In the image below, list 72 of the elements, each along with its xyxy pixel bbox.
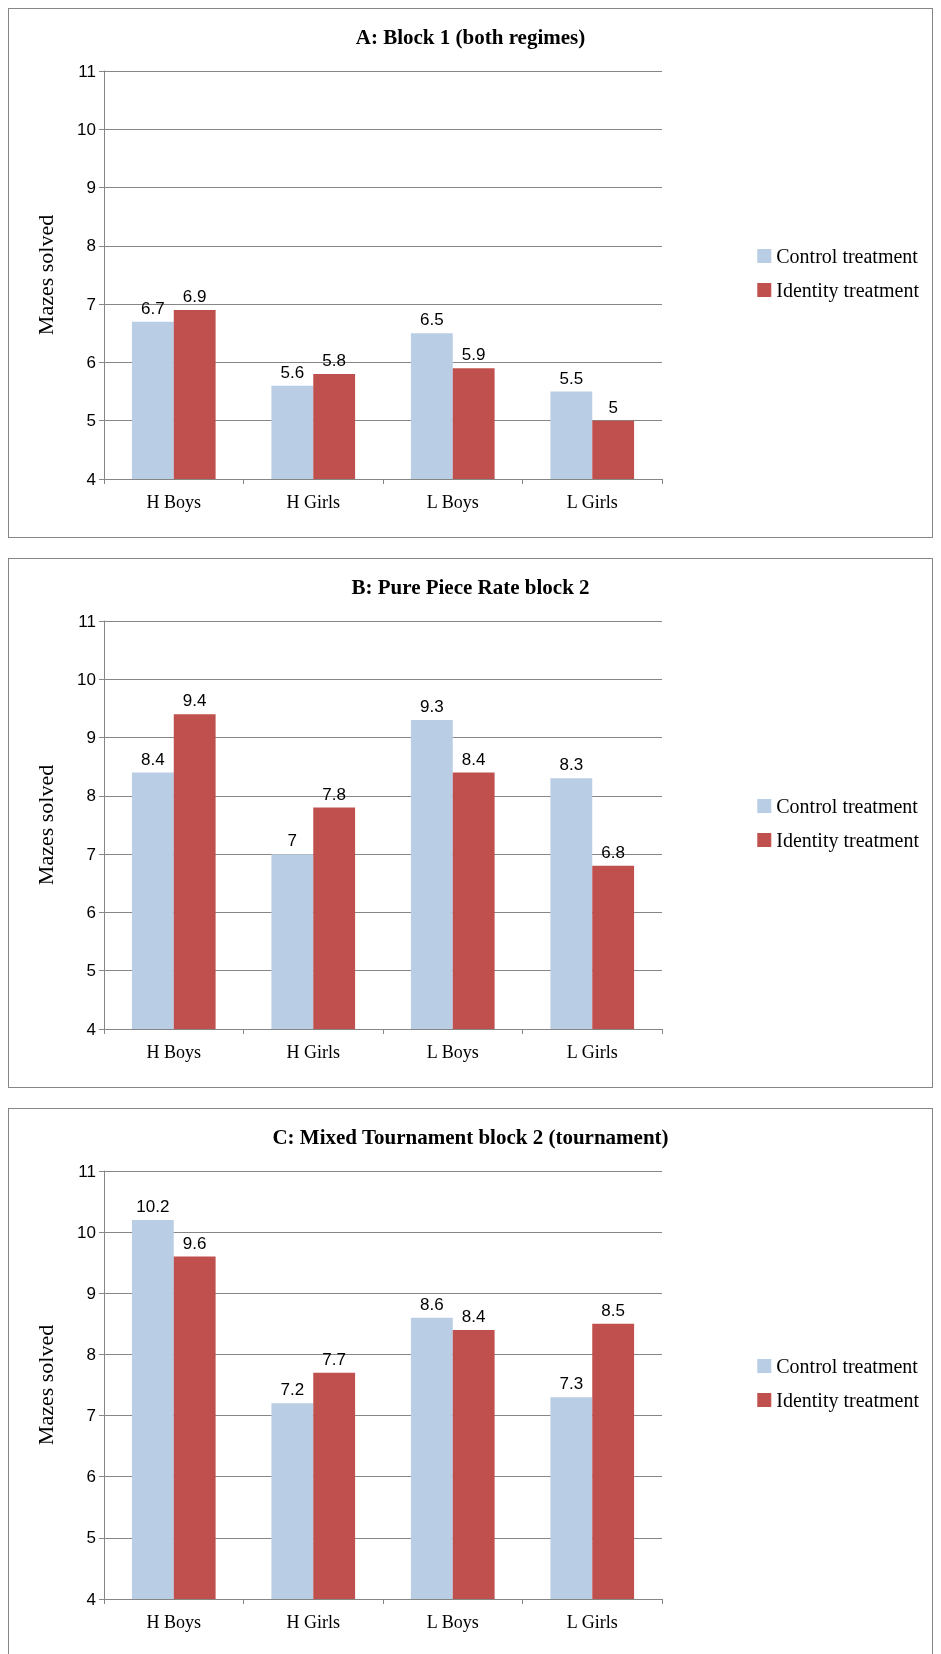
x-tick-label: H Boys — [146, 492, 202, 512]
data-label: 5.6 — [280, 362, 305, 382]
y-tick-label: 5 — [86, 1528, 96, 1548]
y-tick-label: 8 — [86, 786, 96, 806]
data-label: 7.2 — [280, 1380, 305, 1400]
data-label: 8.6 — [420, 1294, 444, 1314]
x-tick-label: L Boys — [426, 1042, 479, 1062]
x-tick-label: H Girls — [286, 492, 340, 512]
y-tick-label: 4 — [86, 469, 96, 489]
y-tick-label: 7 — [86, 294, 96, 314]
y-tick-label: 6 — [86, 352, 96, 372]
legend-label: Control treatment — [776, 795, 919, 817]
x-tick-label: H Boys — [146, 1612, 202, 1632]
chart-title: A: Block 1 (both regimes) — [355, 24, 586, 49]
data-label: 9.3 — [420, 697, 444, 717]
y-tick-label: 10 — [77, 119, 96, 139]
y-tick-label: 7 — [86, 1406, 96, 1426]
data-label: 8.5 — [601, 1300, 625, 1320]
data-label: 6.5 — [420, 310, 444, 330]
y-axis-title: Mazes solved — [32, 214, 58, 336]
y-tick-label: 7 — [86, 844, 96, 864]
y-tick-label: 11 — [78, 1161, 96, 1181]
data-label: 7 — [287, 831, 298, 851]
data-label: 6.7 — [141, 298, 165, 318]
data-label: 6.8 — [601, 842, 625, 862]
y-tick-label: 4 — [86, 1589, 96, 1609]
chart-title: B: Pure Piece Rate block 2 — [351, 574, 590, 599]
data-label: 5 — [608, 397, 618, 417]
legend-label: Identity treatment — [776, 279, 920, 302]
y-tick-label: 8 — [86, 1344, 96, 1364]
data-label: 6.9 — [182, 286, 207, 306]
x-tick-label: L Girls — [566, 1042, 618, 1062]
data-label: 7.3 — [559, 1374, 584, 1394]
x-tick-label: H Girls — [286, 1612, 340, 1632]
y-tick-label: 11 — [78, 611, 96, 631]
data-label: 8.4 — [141, 749, 165, 769]
y-tick-label: 10 — [77, 669, 96, 689]
data-label: 7.7 — [322, 1349, 346, 1369]
data-label: 9.4 — [182, 691, 207, 711]
y-tick-label: 6 — [86, 1467, 96, 1487]
legend-label: Identity treatment — [776, 1389, 920, 1412]
y-tick-label: 9 — [86, 728, 96, 748]
legend-label: Identity treatment — [776, 829, 920, 852]
legend-label: Control treatment — [776, 245, 919, 267]
y-tick-label: 9 — [86, 178, 96, 198]
y-tick-label: 10 — [77, 1222, 96, 1242]
y-tick-label: 4 — [86, 1019, 96, 1039]
data-label: 5.5 — [559, 368, 584, 388]
data-label: 9.6 — [182, 1233, 207, 1253]
y-tick-label: 6 — [86, 902, 96, 922]
x-tick-label: H Girls — [286, 1042, 340, 1062]
data-label: 8.3 — [559, 755, 584, 775]
y-tick-label: 5 — [86, 961, 96, 981]
data-label: 10.2 — [136, 1196, 170, 1216]
y-tick-label: 5 — [86, 411, 96, 431]
x-tick-label: L Girls — [566, 1612, 618, 1632]
legend-label: Control treatment — [776, 1355, 919, 1377]
x-tick-label: L Boys — [426, 1612, 479, 1632]
data-label: 8.4 — [461, 1306, 486, 1326]
x-tick-label: H Boys — [146, 1042, 202, 1062]
data-label: 8.4 — [461, 749, 486, 769]
chart-title: C: Mixed Tournament block 2 (tournament) — [272, 1124, 669, 1149]
y-axis-title: Mazes solved — [32, 764, 58, 886]
x-tick-label: L Girls — [566, 492, 618, 512]
data-label: 5.8 — [322, 351, 346, 371]
y-tick-label: 9 — [86, 1283, 96, 1303]
y-tick-label: 11 — [78, 61, 96, 81]
y-axis-title: Mazes solved — [32, 1324, 58, 1446]
y-tick-label: 8 — [86, 236, 96, 256]
data-label: 7.8 — [322, 784, 346, 804]
x-tick-label: L Boys — [426, 492, 479, 512]
data-label: 5.9 — [461, 345, 486, 365]
